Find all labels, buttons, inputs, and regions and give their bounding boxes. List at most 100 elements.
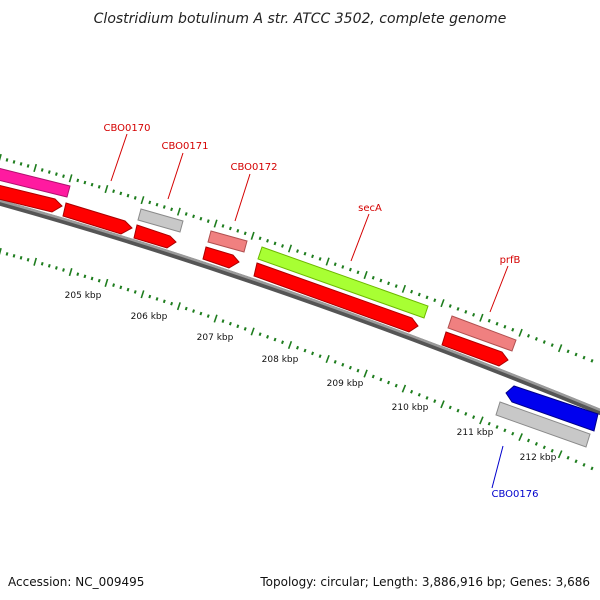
feature-grey-cbo0176[interactable] [495,401,591,448]
tick-minor [379,278,383,283]
tick-major [440,299,445,308]
feature-salmon-cbo0172[interactable] [207,230,248,253]
tick-minor [273,241,277,246]
gene-label-cbo0170[interactable]: CBO0170 [104,123,151,134]
tick-major [250,231,255,240]
tick-minor [464,310,468,314]
tick-minor [495,425,499,429]
tick-minor [236,324,240,329]
cds-arrow[interactable] [441,331,509,367]
tick-minor [433,399,437,403]
tick-minor [83,180,87,185]
cds-arrow[interactable] [62,202,133,235]
tick-minor [133,196,137,200]
tick-minor [534,442,538,446]
tick-minor [62,174,65,178]
kbp-label: 208 kbp [262,355,299,365]
tick-minor [148,294,152,299]
tick-minor [387,380,391,385]
gene-label-seca[interactable]: secA [358,203,382,214]
tick-minor [273,337,277,342]
tick-minor [199,216,203,221]
callout-lines [110,133,509,489]
gene-label-prfb[interactable]: prfB [500,255,521,266]
tick-minor [379,377,383,382]
tick-minor [26,257,30,262]
tick-major [0,153,2,161]
tick-minor [76,272,80,277]
tick-minor [170,301,174,306]
cds-arrow[interactable] [0,183,63,213]
tick-minor [503,428,507,433]
tick-minor [487,421,491,426]
tick-minor [40,261,44,266]
tick-minor [148,200,152,205]
tick-minor [410,289,414,294]
tick-minor [356,270,360,275]
tick-minor [550,448,554,453]
tick-minor [228,321,232,326]
feature-pink[interactable] [0,166,71,198]
tick-major [68,174,73,183]
cds-arrow[interactable] [202,246,240,269]
tick-major [325,257,330,266]
tick-major [557,344,563,353]
tick-minor [184,212,188,216]
tick-minor [97,278,101,283]
tick-minor [221,224,225,228]
tick-minor [566,349,570,354]
tick-major [518,328,523,337]
tick-minor [266,335,270,339]
tick-minor [356,368,360,373]
tick-minor [40,168,44,172]
tick-minor [76,178,80,183]
tick-minor [318,354,322,359]
tick-major [440,400,445,409]
tick-major [325,354,330,364]
tick-minor [54,266,58,270]
genome-backbone [0,199,600,416]
feature-grey-cbo0171[interactable] [137,208,184,233]
tick-major [104,184,109,194]
tick-minor [155,202,159,207]
tick-minor [119,285,123,290]
cds-arrow[interactable] [253,262,419,333]
feature-salmon-prfb[interactable] [447,315,517,352]
tick-minor [19,255,23,260]
gene-label-cbo0171[interactable]: CBO0171 [162,141,209,152]
tick-minor [333,262,337,267]
tick-minor [487,318,491,323]
feature-lime-seca[interactable] [257,246,429,319]
tick-major [401,384,407,393]
tick-major [518,433,523,442]
tick-minor [258,236,262,241]
tick-minor [112,283,116,287]
cds-arrow[interactable] [133,224,177,249]
tick-major [479,416,484,425]
tick-minor [206,314,210,318]
feature-blue-reverse[interactable] [505,385,599,432]
tick-minor [112,189,116,194]
tick-major [287,244,293,253]
genome-summary-text: Topology: circular; Length: 3,886,916 bp… [259,575,590,589]
gene-label-cbo0176[interactable]: CBO0176 [492,489,539,500]
tick-minor [126,193,130,198]
kbp-label: 212 kbp [520,453,557,463]
tick-minor [456,408,460,413]
tick-minor [126,287,130,292]
kbp-label: 209 kbp [327,379,364,389]
tick-minor [582,462,586,467]
tick-minor [303,348,307,353]
tick-minor [90,182,94,187]
tick-minor [394,284,398,288]
tick-minor [19,162,23,166]
tick-minor [448,405,452,410]
kbp-label: 205 kbp [65,291,102,301]
kbp-label: 207 kbp [197,333,234,343]
gene-label-cbo0172[interactable]: CBO0172 [231,162,278,173]
tick-minor [542,340,546,344]
tick-minor [590,466,594,471]
tick-minor [90,276,94,281]
tick-minor [511,431,515,436]
